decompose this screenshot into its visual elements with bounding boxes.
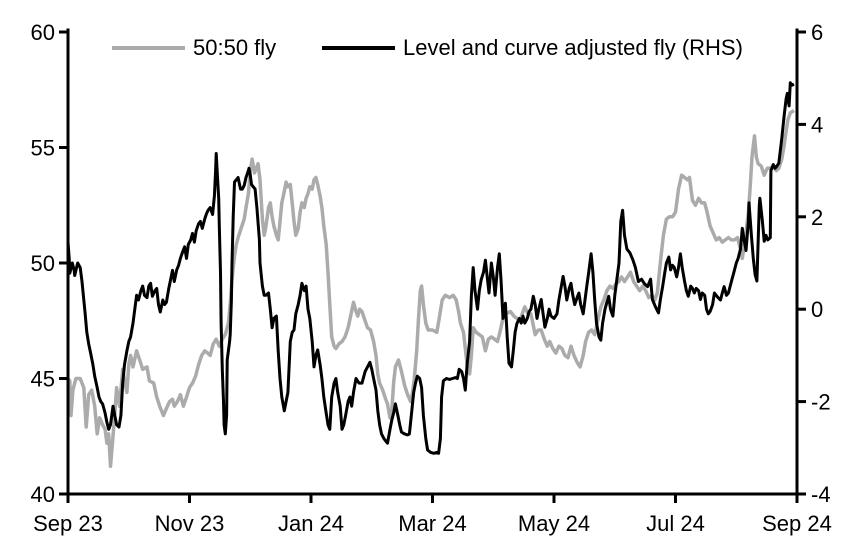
right-axis-tick-label: 4	[811, 112, 823, 137]
left-axis-tick-label: 50	[31, 251, 55, 276]
right-axis-tick-label: 6	[811, 20, 823, 45]
series-line-5050-fly	[66, 109, 795, 469]
x-axis-tick-label: Nov 23	[155, 511, 225, 536]
x-axis-tick-label: May 24	[518, 511, 590, 536]
left-axis-tick-label: 45	[31, 367, 55, 392]
gray-line-swatch-icon	[112, 46, 185, 50]
x-axis-tick-label: Sep 24	[762, 511, 832, 536]
right-axis-tick-label: 0	[811, 297, 823, 322]
legend-label-5050-fly: 50:50 fly	[193, 35, 277, 60]
left-axis-tick-label: 55	[31, 136, 55, 161]
x-axis-tick-label: Sep 23	[33, 511, 103, 536]
x-axis-tick-label: Jul 24	[646, 511, 705, 536]
legend-item-level-curve-fly: Level and curve adjusted fly (RHS)	[322, 35, 743, 60]
right-axis-tick-label: 2	[811, 205, 823, 230]
legend-label-level-curve-fly: Level and curve adjusted fly (RHS)	[403, 35, 743, 60]
x-axis-tick-label: Jan 24	[278, 511, 344, 536]
series-line-level-curve-fly	[66, 81, 795, 455]
x-axis-tick-label: Mar 24	[398, 511, 466, 536]
black-line-swatch-icon	[322, 46, 395, 50]
left-axis-tick-label: 60	[31, 20, 55, 45]
left-axis-tick-label: 40	[31, 482, 55, 507]
right-axis-tick-label: -2	[811, 390, 831, 415]
legend-item-5050-fly: 50:50 fly	[112, 35, 277, 60]
right-axis-tick-label: -4	[811, 482, 831, 507]
